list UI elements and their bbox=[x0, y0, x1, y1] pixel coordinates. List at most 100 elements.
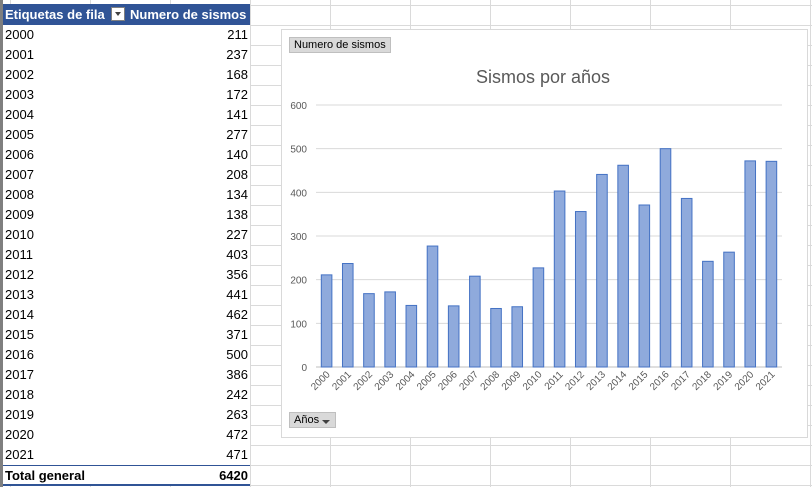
bar bbox=[553, 190, 566, 368]
row-value: 140 bbox=[226, 147, 248, 162]
x-tick-label: 2010 bbox=[521, 369, 545, 393]
row-value: 403 bbox=[226, 247, 248, 262]
x-tick-label: 2021 bbox=[754, 369, 778, 393]
bar bbox=[447, 305, 460, 368]
row-value: 441 bbox=[226, 287, 248, 302]
pivot-row[interactable]: 2005 277 bbox=[3, 125, 250, 145]
row-value: 263 bbox=[226, 407, 248, 422]
pivot-row[interactable]: 2008 134 bbox=[3, 185, 250, 205]
pivot-row[interactable]: 2018 242 bbox=[3, 385, 250, 405]
row-year: 2001 bbox=[5, 47, 34, 62]
pivot-row[interactable]: 2011 403 bbox=[3, 245, 250, 265]
pivot-row[interactable]: 2015 371 bbox=[3, 325, 250, 345]
bar bbox=[511, 306, 524, 368]
row-year: 2010 bbox=[5, 227, 34, 242]
bar bbox=[384, 291, 396, 368]
row-value: 227 bbox=[226, 227, 248, 242]
pivot-row[interactable]: 2003 172 bbox=[3, 85, 250, 105]
row-year: 2017 bbox=[5, 367, 34, 382]
pivot-row[interactable]: 2014 462 bbox=[3, 305, 250, 325]
x-tick-label: 2013 bbox=[585, 369, 609, 393]
x-tick-label: 2019 bbox=[712, 369, 736, 393]
bar bbox=[723, 251, 735, 368]
bar bbox=[596, 173, 608, 368]
y-tick-label: 400 bbox=[290, 188, 307, 199]
pivot-total-row[interactable]: Total general 6420 bbox=[3, 465, 250, 486]
x-tick-label: 2020 bbox=[733, 369, 757, 393]
x-tick-label: 2006 bbox=[436, 369, 460, 393]
bar bbox=[341, 263, 354, 368]
pivot-row[interactable]: 2004 141 bbox=[3, 105, 250, 125]
row-year: 2012 bbox=[5, 267, 34, 282]
row-labels-header[interactable]: Etiquetas de fila bbox=[5, 7, 105, 22]
row-year: 2016 bbox=[5, 347, 34, 362]
bars bbox=[320, 148, 778, 368]
pivot-row[interactable]: 2010 227 bbox=[3, 225, 250, 245]
pivot-row[interactable]: 2020 472 bbox=[3, 425, 250, 445]
x-tick-label: 2002 bbox=[352, 369, 376, 393]
x-tick-label: 2011 bbox=[543, 369, 566, 392]
x-tick-label: 2005 bbox=[415, 369, 439, 393]
row-header-edge bbox=[0, 0, 3, 487]
x-tick-label: 2016 bbox=[648, 369, 672, 393]
row-value: 471 bbox=[226, 447, 248, 462]
pivot-row[interactable]: 2006 140 bbox=[3, 145, 250, 165]
bar bbox=[363, 293, 375, 368]
row-value: 208 bbox=[226, 167, 248, 182]
row-value: 386 bbox=[226, 367, 248, 382]
row-year: 2000 bbox=[5, 27, 34, 42]
row-value: 356 bbox=[226, 267, 248, 282]
row-value: 462 bbox=[226, 307, 248, 322]
y-tick-label: 600 bbox=[290, 101, 307, 112]
x-tick-label: 2017 bbox=[669, 369, 693, 393]
x-tick-label: 2004 bbox=[394, 369, 418, 393]
x-tick-label: 2007 bbox=[457, 369, 481, 393]
total-value: 6420 bbox=[219, 467, 248, 483]
filter-dropdown-icon[interactable] bbox=[111, 7, 125, 21]
bar bbox=[638, 204, 651, 368]
x-tick-label: 2003 bbox=[373, 369, 397, 393]
row-year: 2020 bbox=[5, 427, 34, 442]
pivot-chart[interactable]: Sismos por años 0 100 200 300 400 500 600 2000… bbox=[281, 29, 808, 438]
pivot-row[interactable]: 2021 471 bbox=[3, 445, 250, 465]
x-tick-label: 2012 bbox=[563, 369, 587, 393]
pivot-row[interactable]: 2019 263 bbox=[3, 405, 250, 425]
pivot-row[interactable]: 2001 237 bbox=[3, 45, 250, 65]
pivot-row[interactable]: 2009 138 bbox=[3, 205, 250, 225]
pivot-row[interactable]: 2013 441 bbox=[3, 285, 250, 305]
values-field-button[interactable]: Numero de sismos bbox=[289, 37, 391, 53]
row-year: 2015 bbox=[5, 327, 34, 342]
pivot-table: Etiquetas de fila Numero de sismos 2000 2… bbox=[3, 4, 250, 486]
bar bbox=[320, 274, 333, 368]
row-year: 2011 bbox=[5, 247, 33, 262]
y-tick-label: 200 bbox=[290, 276, 307, 287]
row-year: 2005 bbox=[5, 127, 34, 142]
row-year: 2006 bbox=[5, 147, 34, 162]
y-tick-label: 100 bbox=[290, 319, 307, 330]
y-axis-ticks: 0 100 200 300 400 500 600 bbox=[290, 101, 307, 374]
row-value: 242 bbox=[226, 387, 248, 402]
row-value: 134 bbox=[226, 187, 248, 202]
row-value: 500 bbox=[226, 347, 248, 362]
y-tick-label: 500 bbox=[290, 145, 307, 156]
bar bbox=[490, 307, 502, 368]
y-tick-label: 0 bbox=[301, 363, 307, 374]
row-value: 172 bbox=[226, 87, 248, 102]
chart-title: Sismos por años bbox=[476, 67, 610, 87]
x-tick-label: 2014 bbox=[606, 369, 630, 393]
row-year: 2013 bbox=[5, 287, 34, 302]
pivot-row[interactable]: 2012 356 bbox=[3, 265, 250, 285]
row-year: 2021 bbox=[5, 447, 34, 462]
bar bbox=[426, 245, 439, 368]
pivot-row[interactable]: 2016 500 bbox=[3, 345, 250, 365]
pivot-row[interactable]: 2002 168 bbox=[3, 65, 250, 85]
pivot-row[interactable]: 2017 386 bbox=[3, 365, 250, 385]
pivot-row[interactable]: 2007 208 bbox=[3, 165, 250, 185]
pivot-rows: 2000 211 2001 237 2002 168 2003 172 2004 141 2005 2… bbox=[3, 25, 250, 465]
row-value: 237 bbox=[226, 47, 248, 62]
axis-field-button[interactable]: Años bbox=[289, 412, 337, 428]
row-value: 168 bbox=[226, 67, 248, 82]
pivot-row[interactable]: 2000 211 bbox=[3, 25, 250, 45]
row-year: 2018 bbox=[5, 387, 34, 402]
values-header[interactable]: Numero de sismos bbox=[130, 7, 247, 22]
